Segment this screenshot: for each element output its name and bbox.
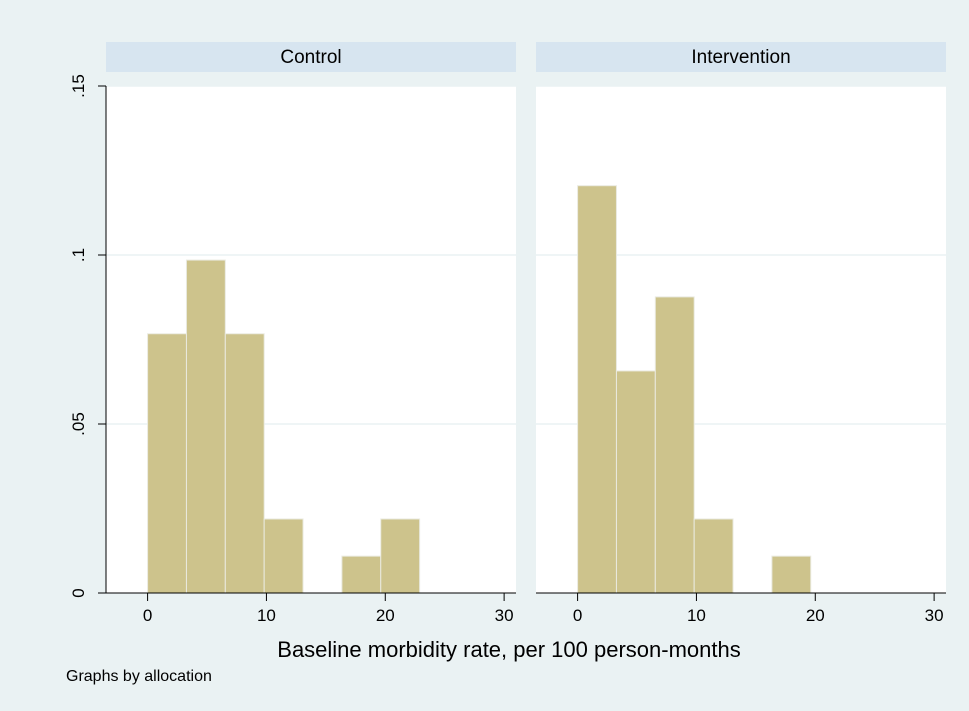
x-tick-label: 20 xyxy=(376,606,395,625)
histogram-bar xyxy=(147,333,187,594)
histogram-bar xyxy=(615,370,656,594)
panel-title-strip xyxy=(106,42,516,72)
panel-title: Intervention xyxy=(691,47,790,68)
y-tick-label: .05 xyxy=(69,412,88,436)
histogram-bar xyxy=(577,185,617,594)
x-tick-label: 10 xyxy=(257,606,276,625)
histogram-bar xyxy=(654,296,695,594)
histogram-bar xyxy=(380,518,421,594)
y-tick-label: .15 xyxy=(69,74,88,98)
x-tick-label: 30 xyxy=(925,606,944,625)
graphs-by-note: Graphs by allocation xyxy=(66,668,212,685)
x-tick-label: 0 xyxy=(143,606,152,625)
x-tick-label: 10 xyxy=(687,606,706,625)
panel-title: Control xyxy=(280,47,341,68)
y-tick-label: .1 xyxy=(69,248,88,262)
x-tick-label: 20 xyxy=(806,606,825,625)
panel-title-strip xyxy=(536,42,946,72)
histogram-bar xyxy=(263,518,304,594)
histogram-bar xyxy=(771,555,812,594)
x-tick-label: 0 xyxy=(573,606,582,625)
panel-intervention: Intervention 0 10 20 30 xyxy=(536,42,946,625)
histogram-bar xyxy=(185,259,226,594)
x-tick-label: 30 xyxy=(495,606,514,625)
panel-control: Control 0 10 20 30 xyxy=(106,42,516,625)
histogram-bar xyxy=(224,333,265,594)
y-tick-label: 0 xyxy=(69,588,88,597)
x-axis-label: Baseline morbidity rate, per 100 person-… xyxy=(277,637,740,662)
histogram-bar xyxy=(341,555,382,594)
histogram-bar xyxy=(693,518,734,594)
